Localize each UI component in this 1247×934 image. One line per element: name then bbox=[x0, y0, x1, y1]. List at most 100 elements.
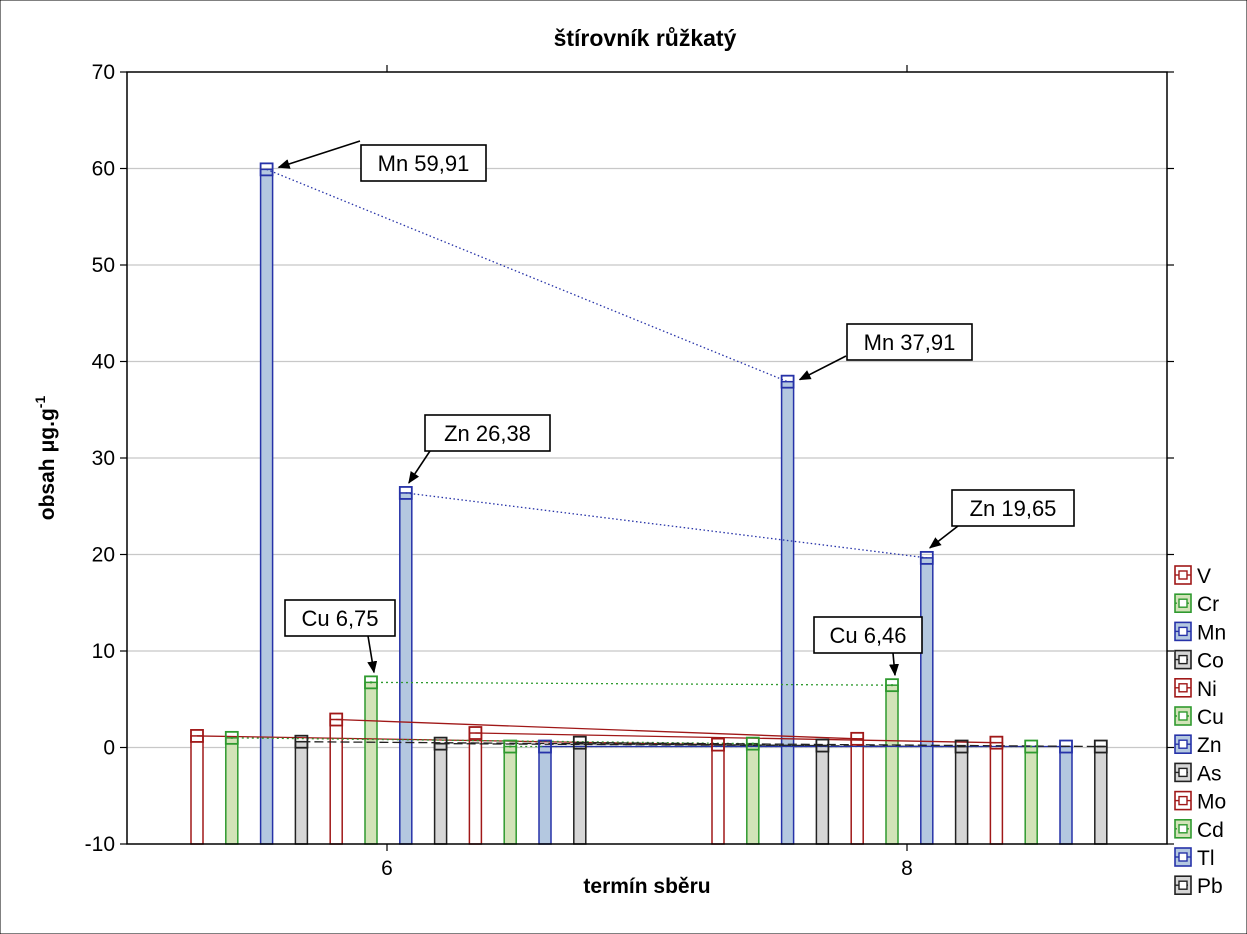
legend-label: Cu bbox=[1197, 706, 1224, 729]
y-tick-label: 60 bbox=[92, 158, 115, 181]
bar-cu-8 bbox=[885, 684, 899, 845]
annotation-box bbox=[360, 144, 487, 182]
marker-cu-6 bbox=[364, 675, 378, 690]
marker-co-8 bbox=[815, 738, 830, 753]
annotations: Mn 59,91 Mn 37,91 Zn 26,38 Zn 19,65 Cu 6,75 C… bbox=[277, 140, 1075, 677]
bar-co-6 bbox=[294, 740, 309, 845]
y-tick-label: 0 bbox=[103, 737, 115, 760]
bar-cr-6 bbox=[225, 737, 239, 845]
legend-item-mo: Mo bbox=[1174, 791, 1226, 814]
y-tick-label: 50 bbox=[92, 254, 115, 277]
bar-as-6 bbox=[433, 742, 448, 845]
legend-item-cr: Cr bbox=[1174, 593, 1219, 616]
series-line-mn bbox=[266, 168, 788, 383]
bar-mn-8 bbox=[780, 380, 795, 845]
bar-pb-6 bbox=[573, 741, 587, 845]
y-tick-label: 10 bbox=[92, 640, 115, 663]
bar-v-6 bbox=[190, 735, 204, 845]
annotation-box bbox=[951, 489, 1075, 527]
legend-label: Pb bbox=[1197, 875, 1223, 898]
marker-ni-6 bbox=[329, 712, 344, 727]
marker-mo-6 bbox=[468, 726, 483, 740]
bar-tl-8 bbox=[1059, 745, 1073, 845]
marker-mn-8 bbox=[780, 374, 795, 389]
series-lines bbox=[196, 168, 1101, 748]
marker-cd-6 bbox=[503, 739, 518, 754]
marker-as-8 bbox=[954, 739, 969, 754]
y-tick-label: 40 bbox=[92, 351, 115, 374]
annotation-box bbox=[813, 616, 923, 654]
marker-zn-8 bbox=[919, 550, 934, 565]
legend-label: Mo bbox=[1197, 791, 1226, 814]
legend-label: Co bbox=[1197, 650, 1224, 673]
marker-as-6 bbox=[433, 736, 448, 751]
bar-pb-8 bbox=[1094, 745, 1108, 845]
legend-item-ni: Ni bbox=[1174, 678, 1217, 701]
chart-title: štírovník růžkatý bbox=[554, 25, 737, 51]
annotation-cu-8: Cu 6,46 bbox=[813, 616, 923, 677]
legend: V Cr Mn Co Ni Cu Zn As Mo Cd Tl Pb bbox=[1174, 565, 1226, 898]
annotation-zn-8: Zn 19,65 bbox=[929, 489, 1075, 549]
y-tick-label: -10 bbox=[85, 833, 115, 856]
marker-tl-8 bbox=[1059, 739, 1073, 754]
legend-item-pb: Pb bbox=[1174, 875, 1223, 898]
marker-cu-8 bbox=[885, 678, 899, 693]
series-line-cu bbox=[370, 681, 893, 686]
markers bbox=[190, 162, 1108, 754]
legend-item-tl: Tl bbox=[1174, 847, 1215, 870]
legend-item-co: Co bbox=[1174, 650, 1224, 673]
series-line-pb bbox=[579, 742, 1101, 748]
bar-cr-8 bbox=[746, 742, 760, 845]
annotation-arrow bbox=[367, 635, 378, 674]
marker-mo-8 bbox=[989, 735, 1004, 750]
legend-item-mn: Mn bbox=[1174, 621, 1226, 644]
plot-frame bbox=[126, 71, 1168, 845]
bars bbox=[190, 168, 1108, 845]
y-axis-label-superscript: -1 bbox=[32, 396, 48, 409]
annotation-arrow bbox=[889, 652, 899, 677]
annotation-text: Mn 59,91 bbox=[378, 151, 470, 176]
legend-item-v: V bbox=[1174, 565, 1211, 588]
annotation-arrow bbox=[798, 355, 847, 381]
bar-mn-6 bbox=[259, 168, 274, 845]
marker-v-8 bbox=[711, 737, 725, 752]
annotation-mn-8: Mn 37,91 bbox=[798, 323, 973, 381]
annotation-cu-6: Cu 6,75 bbox=[284, 599, 396, 674]
x-tick-label: 6 bbox=[381, 857, 393, 880]
annotation-text: Zn 26,38 bbox=[444, 421, 531, 446]
y-tick-label: 20 bbox=[92, 544, 115, 567]
bar-zn-8 bbox=[920, 557, 934, 845]
bar-mo-6 bbox=[468, 732, 483, 845]
annotation-text: Cu 6,46 bbox=[829, 623, 906, 648]
marker-pb-6 bbox=[572, 735, 587, 750]
y-axis-label-main: obsah μg.g bbox=[36, 408, 59, 520]
annotation-text: Mn 37,91 bbox=[864, 330, 956, 355]
marker-cr-6 bbox=[224, 730, 239, 745]
marker-zn-6 bbox=[398, 486, 413, 500]
bar-co-8 bbox=[815, 744, 830, 845]
y-axis-ticks: -10 0 10 20 30 40 50 60 70 bbox=[85, 61, 1174, 856]
legend-label: Zn bbox=[1197, 734, 1222, 757]
marker-cr-8 bbox=[745, 736, 760, 751]
legend-label: Mn bbox=[1197, 621, 1226, 644]
annotation-zn-6: Zn 26,38 bbox=[408, 414, 551, 484]
series-line-cr bbox=[231, 737, 753, 745]
annotation-text: Cu 6,75 bbox=[301, 606, 378, 631]
legend-item-zn: Zn bbox=[1174, 734, 1222, 757]
marker-mn-6 bbox=[259, 162, 274, 177]
y-tick-label: 70 bbox=[92, 61, 115, 84]
legend-label: Ni bbox=[1197, 678, 1217, 701]
series-line-mo bbox=[475, 732, 997, 744]
bar-mo-8 bbox=[989, 741, 1004, 845]
marker-ni-8 bbox=[850, 731, 865, 746]
marker-co-6 bbox=[294, 734, 309, 749]
marker-pb-8 bbox=[1093, 739, 1108, 754]
bar-ni-8 bbox=[850, 738, 864, 845]
annotation-arrow bbox=[277, 140, 361, 169]
bar-cd-8 bbox=[1024, 745, 1038, 845]
legend-item-cu: Cu bbox=[1174, 706, 1224, 729]
series-line-ni bbox=[336, 718, 858, 740]
